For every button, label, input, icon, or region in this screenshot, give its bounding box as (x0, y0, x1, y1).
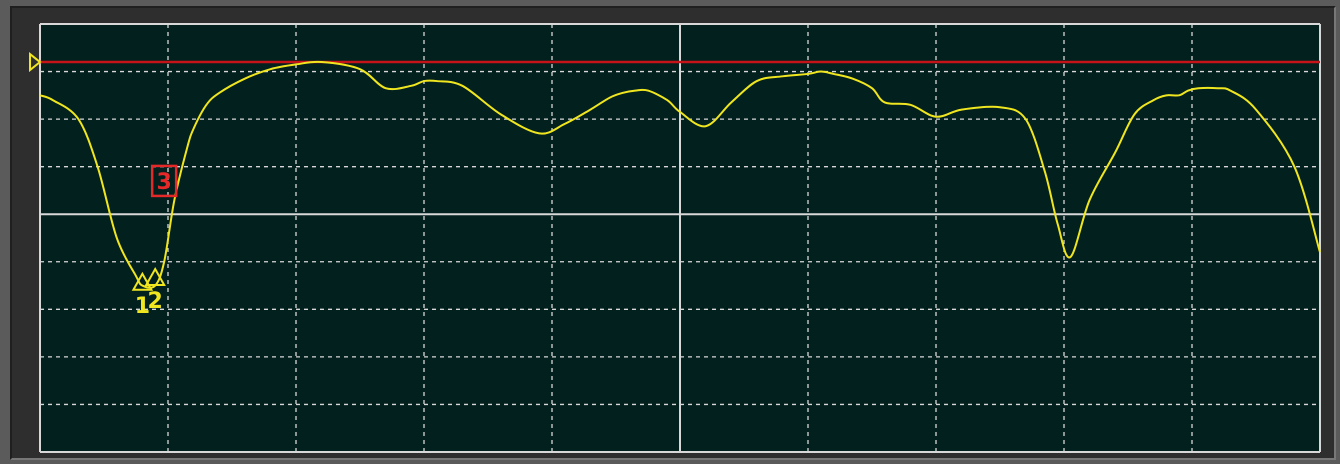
marker-label-1: 1 (135, 294, 150, 319)
trace-plot: 12 3 (29, 23, 1321, 453)
marker-triangle-icon[interactable] (144, 267, 166, 287)
graticule (39, 23, 1321, 453)
active-marker-box[interactable] (150, 164, 178, 198)
marker-3-active[interactable]: 3 (150, 164, 178, 198)
trace-layer (39, 60, 1321, 289)
marker-label-2: 2 (148, 289, 163, 314)
marker-label-3: 3 (157, 170, 172, 195)
triangle-right-icon[interactable] (29, 51, 42, 73)
measurement-trace (39, 60, 1321, 289)
marker-layer: 12 3 (131, 164, 178, 319)
reference-line-layer (29, 51, 1320, 73)
marker-2[interactable]: 2 (144, 267, 166, 314)
